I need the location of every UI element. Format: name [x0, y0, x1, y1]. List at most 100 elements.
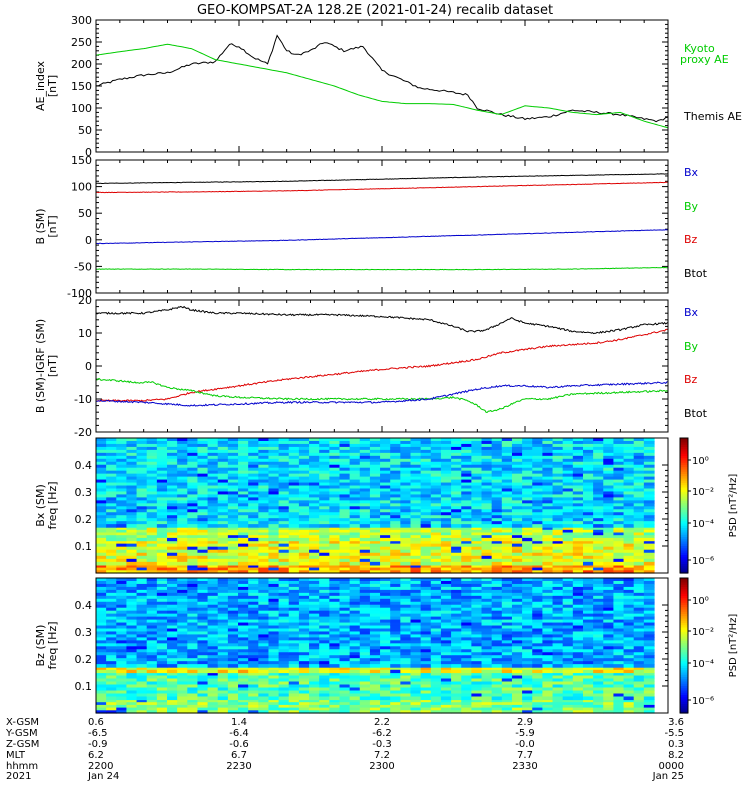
psd-cell	[207, 500, 219, 504]
psd-cell	[400, 473, 412, 478]
psd-cell	[552, 476, 564, 481]
psd-cell	[156, 476, 168, 481]
psd-cell	[369, 598, 381, 603]
psd-cell	[207, 610, 219, 615]
psd-cell	[562, 443, 574, 448]
psd-cell	[96, 583, 107, 588]
psd-cell	[542, 558, 554, 563]
psd-cell	[106, 458, 117, 463]
psd-cell	[268, 488, 280, 493]
psd-cell	[511, 438, 523, 442]
psd-cell	[339, 583, 351, 588]
psd-cell	[207, 537, 219, 542]
psd-cell	[572, 687, 584, 692]
psd-cell	[248, 485, 259, 490]
psd-cell	[440, 704, 452, 709]
psd-cell	[167, 592, 178, 597]
psd-cell	[288, 607, 300, 612]
psd-cell	[542, 675, 554, 680]
psd-cell	[319, 619, 330, 624]
psd-cell	[410, 500, 422, 504]
psd-cell	[217, 552, 229, 557]
psd-cell	[309, 678, 320, 683]
psd-cell	[136, 546, 148, 551]
psd-cell	[430, 564, 442, 569]
psd-cell	[522, 690, 533, 695]
psd-cell	[96, 667, 107, 671]
psd-cell	[390, 485, 401, 490]
psd-cell	[309, 658, 320, 662]
psd-cell	[197, 458, 209, 463]
psd-cell	[309, 558, 320, 563]
psd-cell	[187, 555, 199, 560]
psd-cell	[207, 473, 219, 478]
psd-cell	[501, 440, 513, 445]
psd-cell	[380, 491, 391, 496]
psd-cell	[440, 515, 452, 519]
psd-cell	[633, 476, 645, 481]
psd-cell	[613, 464, 625, 469]
psd-cell	[329, 497, 341, 501]
psd-cell	[430, 464, 442, 469]
psd-cell	[197, 687, 209, 692]
psd-cell	[603, 540, 615, 545]
psd-cell	[207, 628, 219, 633]
psd-cell	[593, 452, 604, 457]
psd-cell	[410, 446, 422, 451]
psd-cell	[420, 476, 432, 481]
psd-cell	[562, 527, 574, 531]
psd-cell	[96, 503, 107, 507]
psd-cell	[156, 558, 168, 563]
psd-cell	[440, 558, 452, 563]
psd-cell	[451, 702, 462, 706]
psd-cell	[359, 604, 371, 609]
psd-cell	[349, 583, 361, 588]
psd-cell	[156, 540, 168, 545]
psd-cell	[268, 458, 280, 463]
psd-cell	[633, 485, 645, 490]
psd-cell	[298, 622, 310, 627]
colorbar-segment	[680, 438, 688, 441]
psd-cell	[349, 640, 361, 644]
psd-cell	[339, 675, 351, 680]
psd-cell	[106, 497, 117, 501]
psd-cell	[410, 696, 422, 701]
psd-cell	[309, 443, 320, 448]
psd-cell	[593, 540, 604, 545]
psd-cell	[451, 546, 462, 551]
psd-cell	[278, 467, 290, 472]
psd-cell	[96, 561, 107, 566]
psd-cell	[532, 672, 543, 677]
psd-cell	[156, 589, 168, 594]
psd-cell	[643, 543, 655, 548]
psd-cell	[187, 503, 199, 507]
psd-cell	[532, 500, 543, 504]
psd-cell	[268, 527, 280, 531]
psd-cell	[329, 535, 341, 539]
psd-cell	[532, 485, 543, 490]
psd-cell	[309, 640, 320, 644]
psd-cell	[440, 494, 452, 498]
psd-cell	[187, 535, 199, 539]
psd-cell	[187, 473, 199, 478]
psd-cell	[136, 634, 148, 638]
colorbar-segment	[680, 539, 688, 543]
psd-cell	[258, 667, 270, 671]
psd-cell	[238, 578, 249, 582]
psd-cell	[106, 467, 117, 472]
psd-cell	[268, 684, 280, 689]
psd-cell	[126, 482, 138, 487]
psd-cell	[319, 631, 330, 636]
psd-cell	[491, 710, 503, 714]
psd-cell	[116, 672, 128, 677]
psd-cell	[471, 540, 483, 545]
psd-cell	[481, 696, 493, 701]
psd-cell	[248, 461, 259, 466]
psd-cell	[542, 458, 554, 463]
psd-cell	[96, 532, 107, 536]
y-tick-label: 150	[71, 80, 92, 93]
psd-cell	[562, 476, 574, 481]
psd-cell	[359, 552, 371, 557]
psd-cell	[420, 458, 432, 463]
psd-cell	[217, 527, 229, 531]
